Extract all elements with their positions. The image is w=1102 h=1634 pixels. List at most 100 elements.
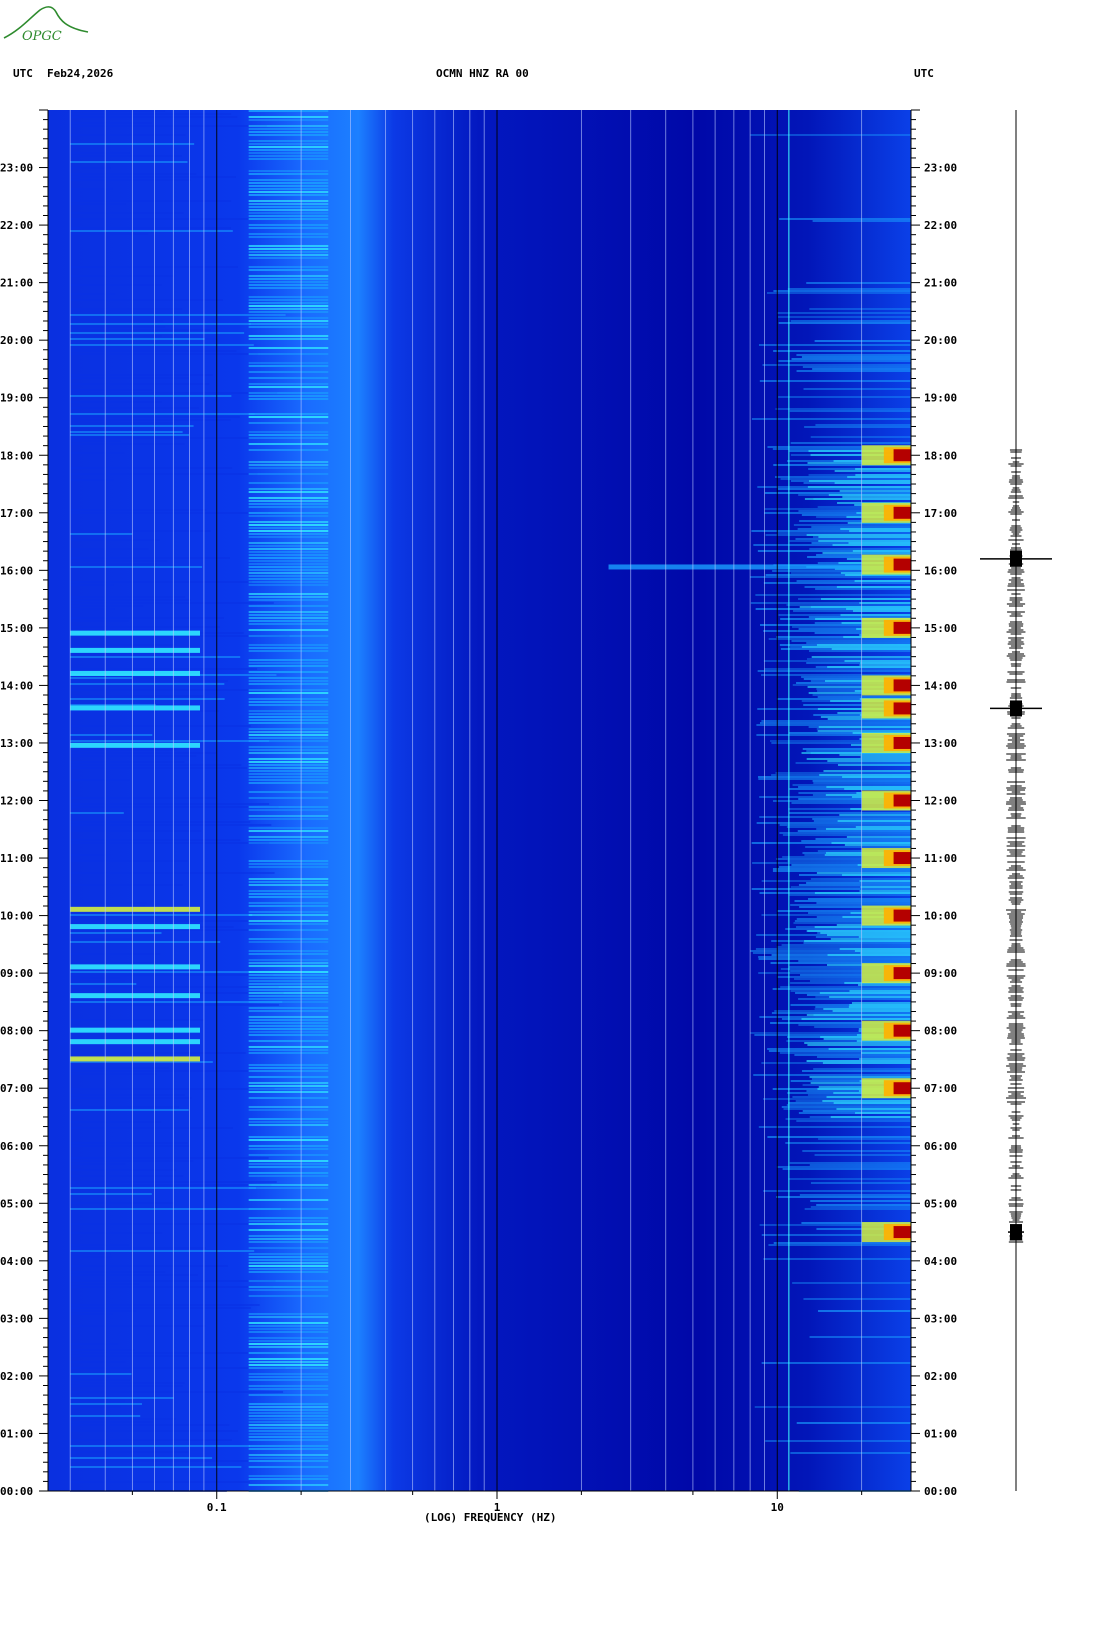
heatmap-microseism [248, 119, 329, 121]
heatmap-microseism [248, 680, 329, 682]
heatmap-microseism [248, 893, 329, 895]
heatmap-hf-noise [799, 1194, 911, 1196]
heatmap-microseism [248, 245, 329, 247]
seismic-trace [980, 110, 1052, 1491]
heatmap-hf-noise [778, 866, 911, 868]
heatmap-hf-activity [846, 836, 911, 838]
heatmap-hf-noise [795, 538, 911, 540]
heatmap-microseism [248, 1238, 329, 1240]
heatmap-stripe [70, 605, 144, 607]
heatmap-microseism [248, 896, 329, 898]
heatmap-stripe [70, 902, 148, 904]
heatmap-stripe [70, 152, 130, 154]
y-tick-label-left: 23:00 [0, 162, 33, 175]
heatmap-stripe [70, 539, 160, 541]
heatmap-microseism [248, 317, 329, 319]
heatmap-hf-activity [842, 496, 911, 498]
heatmap-stripe [70, 608, 115, 610]
heatmap-microseism [248, 914, 329, 916]
heatmap-hf-noise [761, 1234, 911, 1236]
heatmap-microseism [248, 203, 329, 205]
heatmap-hf-noise [792, 784, 911, 786]
heatmap-stripe [70, 467, 233, 469]
heatmap-hf-activity [859, 890, 911, 892]
heatmap-stripe [70, 1001, 283, 1003]
y-tick-label-left: 18:00 [0, 449, 33, 462]
heatmap-microseism [248, 776, 329, 778]
heatmap-hf-noise [797, 830, 911, 832]
heatmap-hf-activity [827, 954, 911, 956]
heatmap-hf-noise [768, 1050, 911, 1052]
heatmap-microseism [248, 1217, 329, 1219]
heatmap-microseism [248, 545, 329, 547]
heatmap-stripe [70, 884, 183, 886]
heatmap-microseism [248, 248, 329, 250]
heatmap-hf-noise [795, 762, 911, 764]
heatmap-hf-activity [844, 660, 911, 662]
heatmap-microseism [248, 977, 329, 979]
heatmap-hf-noise [759, 816, 911, 818]
heatmap-hf-noise [816, 1204, 911, 1206]
heatmap-hf-activity [807, 686, 911, 688]
heatmap-hf-activity [840, 528, 911, 530]
y-tick-label-right: 14:00 [924, 679, 957, 692]
heatmap-hf-noise [785, 928, 911, 930]
heatmap-hf-noise [754, 1034, 911, 1036]
heatmap-hf-noise [794, 978, 911, 980]
heatmap-microseism [248, 527, 329, 529]
heatmap-hf-noise [782, 856, 911, 858]
heatmap-hf-noise [777, 976, 911, 978]
heatmap-microseism [248, 554, 329, 556]
heatmap-stripe [70, 1313, 113, 1315]
heatmap-stripe [70, 308, 183, 310]
heatmap-hf-noise [761, 914, 911, 916]
heatmap-microseism [248, 434, 329, 436]
heatmap-hf-noise [798, 792, 911, 794]
heatmap-hf-noise [759, 722, 911, 724]
heatmap-stripe [70, 560, 168, 562]
heatmap-microseism [248, 737, 329, 739]
heatmap-microseism [248, 1235, 329, 1237]
heatmap-hf-noise [777, 312, 911, 314]
heatmap-microseism [248, 572, 329, 574]
heatmap-stripe [70, 1439, 232, 1441]
heatmap-stripe [70, 1397, 174, 1399]
heatmap-stripe [70, 1256, 112, 1258]
heatmap-hf-noise [792, 684, 911, 686]
heatmap-hf-noise [801, 356, 911, 358]
heatmap-stripe [70, 230, 233, 232]
heatmap-microseism [248, 1082, 329, 1084]
heatmap-hf-activity [830, 1116, 911, 1118]
heatmap-stripe [70, 1193, 152, 1195]
heatmap-hf-noise [764, 508, 911, 510]
heatmap-hf-noise [751, 888, 911, 890]
heatmap-stripe [70, 530, 211, 532]
heatmap-microseism [248, 701, 329, 703]
heatmap-microseism [248, 371, 329, 373]
heatmap-stripe [70, 407, 200, 409]
heatmap-hf-noise [782, 1168, 911, 1170]
heatmap-hf-noise [806, 882, 911, 884]
heatmap-hf-noise [758, 1126, 911, 1128]
heatmap-microseism [248, 395, 329, 397]
heatmap-stripe [70, 1175, 184, 1177]
heatmap-microseism [248, 698, 329, 700]
heatmap-microseism [248, 1154, 329, 1156]
heatmap-hf-noise [791, 802, 911, 804]
heatmap-stripe [70, 335, 162, 337]
heatmap-stripe [70, 479, 114, 481]
heatmap-microseism [248, 890, 329, 892]
heatmap-hf-noise [800, 974, 911, 976]
heatmap-hf-activity [832, 544, 911, 546]
heatmap-microseism [248, 1478, 329, 1480]
heatmap-hf-noise [772, 870, 911, 872]
heatmap-hf-activity [859, 664, 911, 666]
heatmap-hf-activity [849, 990, 911, 992]
heatmap-microseism [248, 920, 329, 922]
y-tick-label-left: 02:00 [0, 1370, 33, 1383]
heatmap-stripe [70, 428, 132, 430]
heatmap-microseism [248, 782, 329, 784]
heatmap-stripe [70, 425, 194, 427]
heatmap-burst-red [893, 736, 911, 749]
heatmap-microseism [248, 362, 329, 364]
